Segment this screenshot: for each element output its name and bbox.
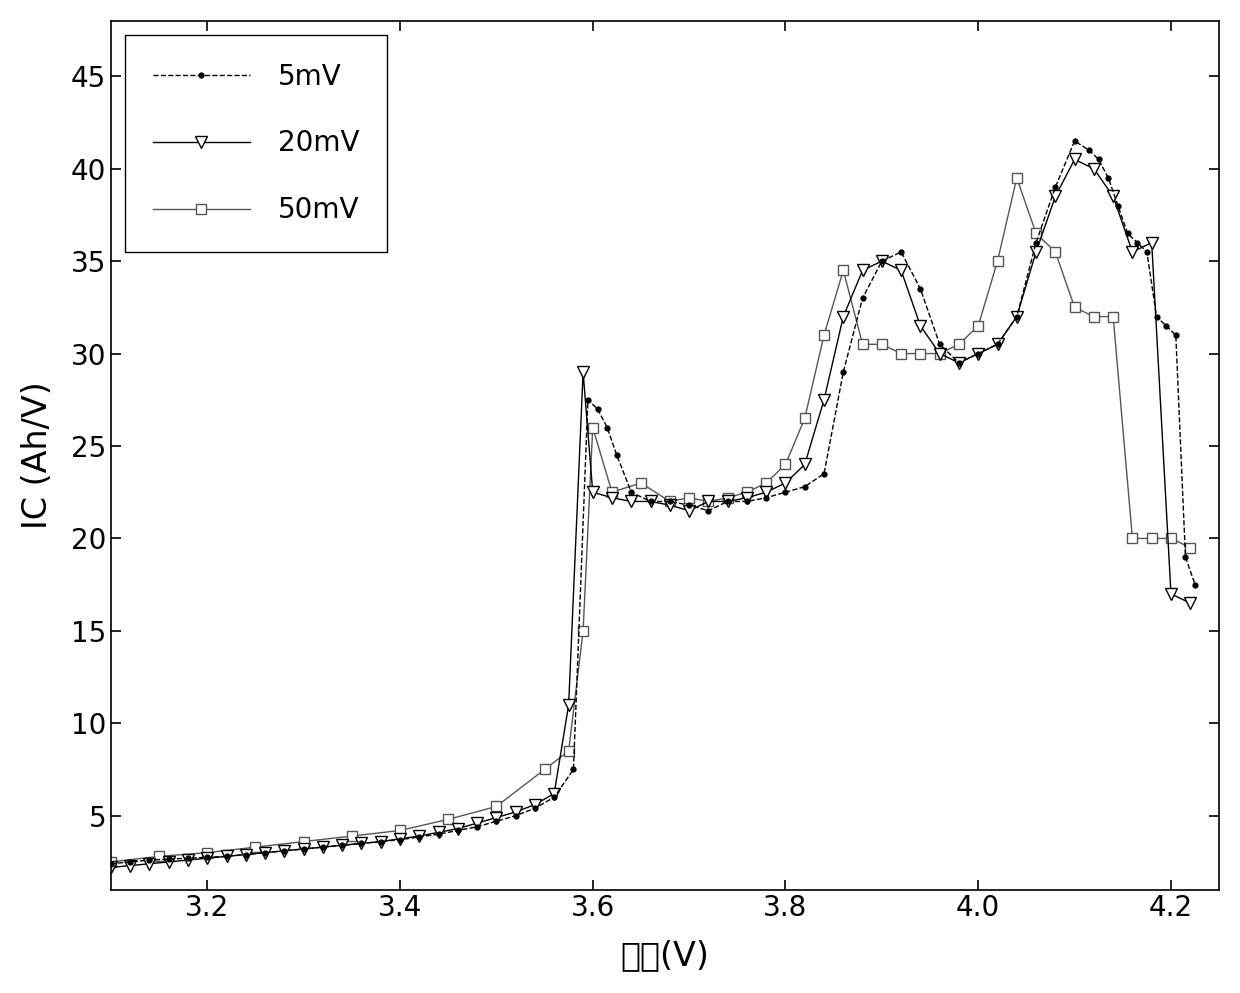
20mV [1145,236,1159,248]
50mV [836,264,851,276]
20mV [1068,154,1083,166]
5mV [393,834,408,846]
Y-axis label: IC (Ah/V): IC (Ah/V) [21,381,53,529]
50mV [759,477,774,489]
5mV [1111,200,1126,212]
50mV [1048,246,1063,258]
50mV [537,764,552,776]
50mV [797,412,812,424]
50mV [1106,311,1121,323]
20mV [817,394,832,406]
20mV [103,862,118,874]
50mV [932,348,947,359]
5mV [1068,135,1083,147]
50mV [489,800,503,812]
20mV [373,836,388,848]
50mV [605,487,620,498]
Line: 50mV: 50mV [105,173,1195,867]
50mV [990,255,1004,267]
50mV [296,836,311,848]
50mV [248,841,263,853]
50mV [1183,542,1198,554]
50mV [585,422,600,434]
Line: 20mV: 20mV [104,153,1197,874]
20mV [894,264,909,276]
20mV [353,837,368,849]
50mV [817,329,832,341]
5mV [701,504,715,516]
50mV [345,830,360,842]
5mV [600,422,615,434]
50mV [720,492,735,503]
20mV [1183,597,1198,609]
50mV [1125,532,1140,544]
5mV [103,858,118,870]
50mV [151,850,166,862]
50mV [662,496,677,507]
5mV [1168,329,1183,341]
50mV [951,339,966,351]
Line: 5mV: 5mV [108,139,1198,866]
50mV [393,824,408,836]
50mV [1163,532,1178,544]
5mV [470,821,485,833]
50mV [1086,311,1101,323]
50mV [913,348,928,359]
50mV [1145,532,1159,544]
Legend: 5mV, 20mV, 50mV: 5mV, 20mV, 50mV [125,35,387,252]
50mV [440,813,455,825]
50mV [1009,172,1024,184]
50mV [701,496,715,507]
50mV [971,320,986,332]
50mV [856,339,870,351]
50mV [562,745,577,757]
20mV [1009,311,1024,323]
50mV [894,348,909,359]
50mV [200,847,215,859]
50mV [777,459,792,471]
50mV [1029,227,1044,239]
50mV [103,856,118,868]
5mV [1188,579,1203,591]
50mV [874,339,889,351]
50mV [682,492,697,503]
50mV [739,487,754,498]
50mV [634,477,649,489]
50mV [575,625,590,637]
50mV [1068,302,1083,314]
X-axis label: 电压(V): 电压(V) [620,939,709,972]
